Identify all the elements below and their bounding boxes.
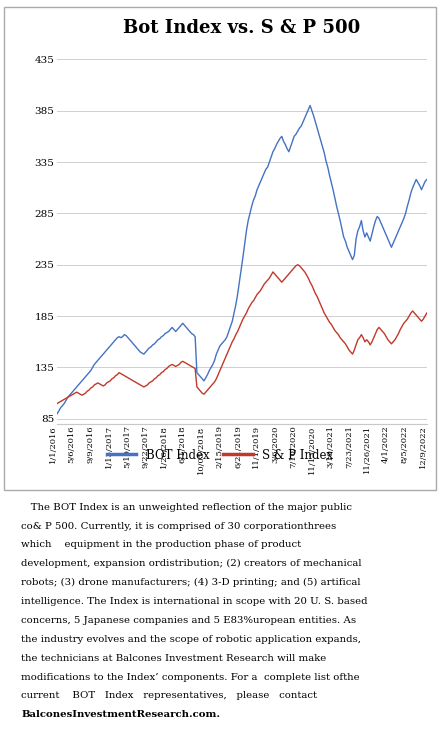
Title: Bot Index vs. S & P 500: Bot Index vs. S & P 500 bbox=[123, 19, 361, 37]
Text: intelligence. The Index is international in scope with 20 U. S. based: intelligence. The Index is international… bbox=[22, 597, 368, 606]
Legend: BOT Index, S & P Index: BOT Index, S & P Index bbox=[102, 444, 338, 466]
Text: The BOT Index is an unweighted reflection of the major public: The BOT Index is an unweighted reflectio… bbox=[22, 503, 352, 512]
Text: which    equipment in the production phase of product: which equipment in the production phase … bbox=[22, 540, 301, 550]
Text: development, expansion ordistribution; (2) creators of mechanical: development, expansion ordistribution; (… bbox=[22, 559, 362, 569]
Text: robots; (3) drone manufacturers; (4) 3-D printing; and (5) artifical: robots; (3) drone manufacturers; (4) 3-D… bbox=[22, 578, 361, 587]
Text: modifications to the Index’ components. For a  complete list ofthe: modifications to the Index’ components. … bbox=[22, 673, 360, 681]
Text: the technicians at Balcones Investment Research will make: the technicians at Balcones Investment R… bbox=[22, 654, 327, 663]
Text: concerns, 5 Japanese companies and 5 E83%uropean entities. As: concerns, 5 Japanese companies and 5 E83… bbox=[22, 616, 356, 625]
Text: BalconesInvestmentResearch.com.: BalconesInvestmentResearch.com. bbox=[22, 711, 220, 719]
Text: co& P 500. Currently, it is comprised of 30 corporationthrees: co& P 500. Currently, it is comprised of… bbox=[22, 521, 337, 531]
Text: current    BOT   Index   representatives,   please   contact: current BOT Index representatives, pleas… bbox=[22, 692, 318, 700]
Text: the industry evolves and the scope of robotic application expands,: the industry evolves and the scope of ro… bbox=[22, 635, 362, 644]
